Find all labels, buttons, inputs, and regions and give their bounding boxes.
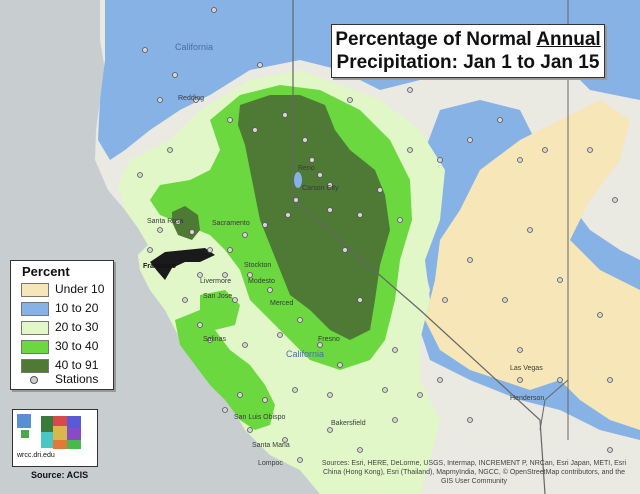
wrcc-logo: wrcc.dri.edu	[12, 409, 98, 467]
state-boundary-nv-az	[539, 379, 569, 431]
source-label: Source: ACIS	[31, 470, 89, 480]
place-label-stockton: Stockton	[244, 262, 272, 269]
legend: Percent Under 10 10 to 20 20 to 30 30 to…	[10, 260, 114, 390]
legend-item-stations: Stations	[21, 372, 111, 387]
place-label-modesto: Modesto	[248, 278, 275, 285]
place-label-lompoc: Lompoc	[258, 460, 283, 467]
place-label-santa-rosa: Santa Rosa	[147, 218, 184, 225]
zone-under-10-east	[425, 100, 640, 430]
legend-label: 30 to 40	[55, 339, 99, 353]
place-label-sacramento: Sacramento	[212, 220, 250, 227]
legend-label: 20 to 30	[55, 320, 99, 334]
legend-swatch	[21, 359, 49, 373]
legend-label: Stations	[55, 372, 99, 386]
map-title-box: Percentage of Normal Annual Precipitatio…	[331, 24, 605, 78]
lake-tahoe	[294, 172, 302, 188]
station-marker-icon	[30, 376, 38, 384]
legend-item-30-to-40: 30 to 40	[21, 339, 111, 354]
map-title-annual: Annual	[536, 29, 601, 50]
legend-swatch	[21, 302, 49, 316]
legend-label: 40 to 91	[55, 358, 99, 372]
place-label-bakersfield: Bakersfield	[331, 420, 366, 427]
logo-url: wrcc.dri.edu	[17, 452, 55, 459]
place-label-san-luis-obispo: San Luis Obispo	[234, 414, 286, 421]
place-label-california: California	[286, 349, 325, 359]
map-title-line2: Precipitation: Jan 1 to Jan 15	[336, 52, 600, 73]
place-label-fresno: Fresno	[318, 336, 340, 343]
place-label-las-vegas: Las Vegas	[510, 365, 543, 372]
zone-30-to-40-bay	[200, 290, 240, 330]
state-boundary-ca-nv	[292, 0, 546, 494]
legend-item-40-to-91: 40 to 91	[21, 358, 111, 373]
place-label-santa-maria: Santa Maria	[252, 442, 290, 449]
legend-swatch	[21, 340, 49, 354]
place-label-merced: Merced	[270, 300, 294, 307]
legend-label: Under 10	[55, 282, 105, 296]
place-label-san-jose: San Jose	[203, 293, 233, 300]
legend-item-20-to-30: 20 to 30	[21, 320, 111, 335]
map-credits: Sources: Esri, HERE, DeLorme, USGS, Inte…	[321, 460, 627, 485]
place-label-livermore: Livermore	[200, 278, 232, 285]
place-label-carson-city: Carson City	[302, 185, 339, 192]
legend-item-10-to-20: 10 to 20	[21, 301, 111, 316]
stations	[137, 7, 618, 463]
legend-label: 10 to 20	[55, 301, 99, 315]
legend-swatch	[21, 321, 49, 335]
western-states-icon	[17, 414, 81, 449]
place-label-reno: Reno	[298, 165, 315, 172]
map-title-prefix: Percentage of Normal	[335, 29, 537, 50]
zone-30-to-40-coast	[175, 310, 275, 430]
legend-title: Percent	[22, 264, 70, 279]
map-title-line1: Percentage of Normal Annual	[332, 28, 604, 51]
place-label-henderson: Henderson	[510, 395, 545, 402]
place-label-redding: Redding	[178, 95, 205, 102]
place-label-salinas: Salinas	[203, 336, 226, 343]
place-label-california-north: California	[175, 42, 214, 52]
sf-bay	[150, 248, 215, 280]
legend-item-under-10: Under 10	[21, 282, 111, 297]
place-label-san-francisco: Francisco	[143, 263, 177, 270]
legend-swatch	[21, 283, 49, 297]
